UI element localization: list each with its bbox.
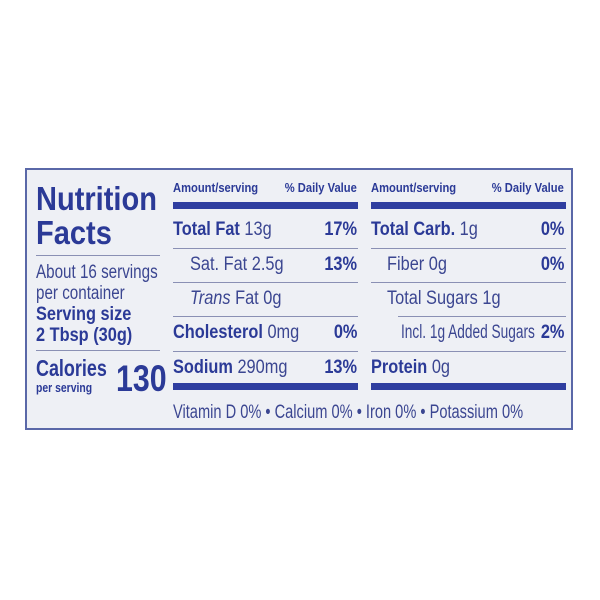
- nutrient-sodium: Sodium 290mg: [173, 358, 287, 377]
- thick-rule: [173, 383, 358, 390]
- dv-added-sugars: 2%: [540, 323, 564, 342]
- nutrient-protein: Protein 0g: [371, 358, 450, 377]
- dv-cholesterol: 0%: [333, 323, 357, 342]
- nutrient-total-carb: Total Carb. 1g: [371, 220, 478, 239]
- divider: [173, 282, 358, 283]
- divider: [398, 316, 566, 317]
- divider: [173, 316, 358, 317]
- nutrient-total-sugars: Total Sugars 1g: [387, 289, 501, 308]
- title-facts: Facts: [36, 216, 112, 249]
- thick-rule: [371, 383, 566, 390]
- nutrition-facts-panel: Nutrition Facts About 16 servings per co…: [25, 168, 573, 430]
- nutrient-sat-fat: Sat. Fat 2.5g: [190, 255, 284, 274]
- nutrient-total-fat: Total Fat 13g: [173, 220, 272, 239]
- amount-header-right: Amount/serving: [371, 181, 456, 194]
- nutrient-added-sugars: Incl. 1g Added Sugars: [401, 323, 535, 342]
- divider: [371, 351, 566, 352]
- title-nutrition: Nutrition: [36, 182, 157, 215]
- divider: [371, 282, 566, 283]
- thick-rule: [173, 202, 358, 209]
- divider: [371, 248, 566, 249]
- dv-sodium: 13%: [324, 358, 357, 377]
- thick-rule: [371, 202, 566, 209]
- nutrient-fiber: Fiber 0g: [387, 255, 447, 274]
- dv-sat-fat: 13%: [324, 255, 357, 274]
- serving-size-label: Serving size: [36, 305, 131, 324]
- calories-label: Calories: [36, 357, 107, 380]
- calories-value: 130: [116, 360, 167, 397]
- dv-fiber: 0%: [540, 255, 564, 274]
- divider: [173, 351, 358, 352]
- serving-size-value: 2 Tbsp (30g): [36, 326, 132, 345]
- divider: [36, 255, 160, 256]
- nutrient-cholesterol: Cholesterol 0mg: [173, 323, 299, 342]
- divider: [36, 350, 160, 351]
- nutrient-trans-fat: Trans Fat 0g: [190, 289, 281, 308]
- dv-total-carb: 0%: [540, 220, 564, 239]
- calories-sub: per serving: [36, 381, 92, 394]
- vitamins-minerals: Vitamin D 0% • Calcium 0% • Iron 0% • Po…: [173, 403, 523, 422]
- dv-header-right: % Daily Value: [492, 181, 564, 194]
- dv-header-left: % Daily Value: [285, 181, 357, 194]
- servings-per-container-2: per container: [36, 284, 125, 303]
- divider: [173, 248, 358, 249]
- amount-header-left: Amount/serving: [173, 181, 258, 194]
- servings-per-container-1: About 16 servings: [36, 263, 158, 282]
- dv-total-fat: 17%: [324, 220, 357, 239]
